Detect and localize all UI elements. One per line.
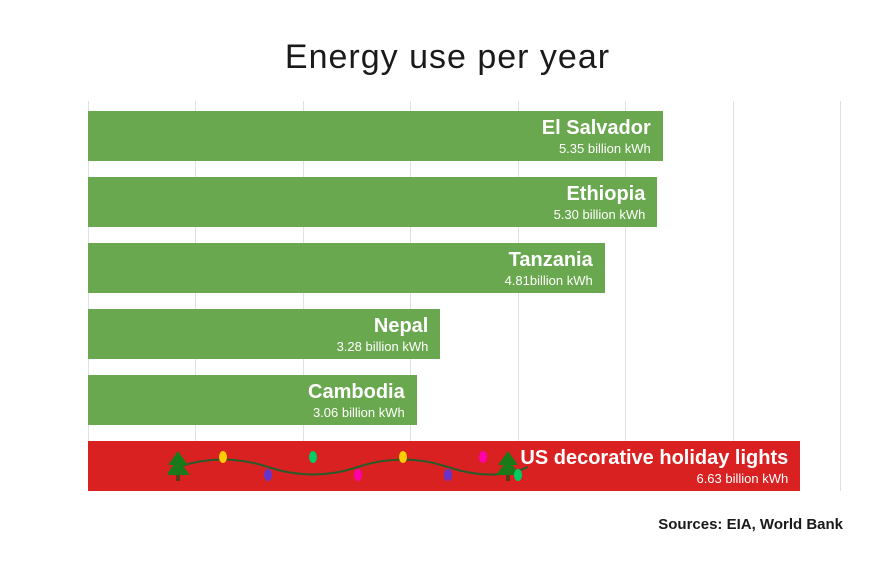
bar-label: US decorative holiday lights <box>520 447 788 469</box>
bar-us-decorative-holiday-lights: US decorative holiday lights 6.63 billion… <box>88 441 800 491</box>
bar-value: 5.35 billion kWh <box>559 141 651 156</box>
bar-value: 6.63 billion kWh <box>696 471 788 486</box>
bar-value: 3.06 billion kWh <box>313 405 405 420</box>
bar-value: 3.28 billion kWh <box>337 339 429 354</box>
sources-text: Sources: EIA, World Bank <box>658 516 843 533</box>
holiday-lights-icon <box>168 447 538 487</box>
gridline <box>733 101 734 491</box>
bar-value: 5.30 billion kWh <box>554 207 646 222</box>
chart-area: El Salvador 5.35 billion kWh Ethiopia 5.30 … <box>88 101 840 491</box>
bar-tanzania: Tanzania 4.81billion kWh <box>88 243 605 293</box>
chart-title: Energy use per year <box>0 0 895 77</box>
bar-label: Tanzania <box>509 249 593 271</box>
bar-label: Nepal <box>374 315 428 337</box>
bar-cambodia: Cambodia 3.06 billion kWh <box>88 375 417 425</box>
bar-label: El Salvador <box>542 117 651 139</box>
bar-el-salvador: El Salvador 5.35 billion kWh <box>88 111 663 161</box>
bar-value: 4.81billion kWh <box>505 273 593 288</box>
bar-label: Cambodia <box>308 381 405 403</box>
gridline <box>840 101 841 491</box>
bar-ethiopia: Ethiopia 5.30 billion kWh <box>88 177 657 227</box>
bar-label: Ethiopia <box>566 183 645 205</box>
bar-nepal: Nepal 3.28 billion kWh <box>88 309 440 359</box>
